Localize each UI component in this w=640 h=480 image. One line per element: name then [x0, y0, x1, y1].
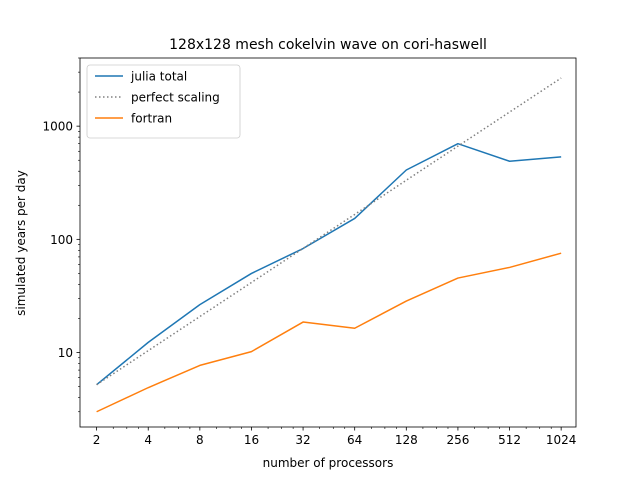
- plot-area: 2 4 8 16 32 64 128 256 512 1024 10 100 1000 julia tot…: [42, 57, 577, 447]
- y-tick-label: 100: [50, 233, 73, 247]
- x-tick-label: 4: [144, 433, 152, 447]
- x-axis-label: number of processors: [263, 456, 394, 470]
- axes-frame: [79, 57, 577, 428]
- legend-box: [86, 64, 241, 139]
- y-tick-label: 1000: [42, 120, 73, 134]
- legend-entry: julia total: [130, 70, 187, 84]
- x-tick-label: 1024: [546, 433, 577, 447]
- series-line-julia-total: [96, 142, 562, 386]
- x-tick-label: 16: [244, 433, 259, 447]
- legend-entry: fortran: [131, 112, 172, 126]
- y-tick-label: 10: [58, 346, 73, 360]
- x-tick-label: 512: [498, 433, 521, 447]
- y-axis-label: simulated years per day: [14, 170, 28, 316]
- x-tick-label: 128: [395, 433, 418, 447]
- x-tick-label: 64: [347, 433, 362, 447]
- x-tick-label: 256: [446, 433, 469, 447]
- x-tick-label: 8: [196, 433, 204, 447]
- series-line-perfect-scaling: [96, 77, 562, 386]
- chart-title: 128x128 mesh cokelvin wave on cori-haswe…: [169, 37, 487, 53]
- series-line-fortran: [96, 252, 562, 413]
- x-tick-label: 32: [295, 433, 310, 447]
- legend-entry: perfect scaling: [131, 91, 220, 105]
- x-tick-label: 2: [93, 433, 101, 447]
